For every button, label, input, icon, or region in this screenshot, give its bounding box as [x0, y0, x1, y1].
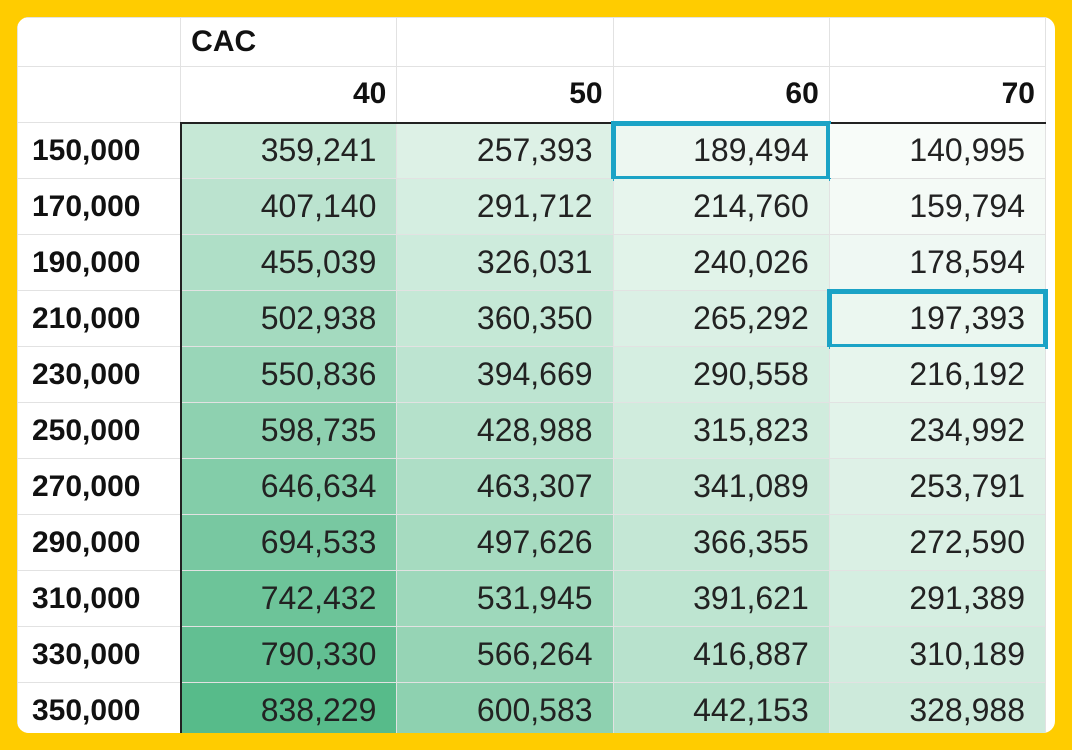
- table-row: 270,000 646,634 463,307 341,089 253,791: [17, 458, 1047, 515]
- value-cell[interactable]: 694,533: [180, 514, 398, 571]
- value-cell[interactable]: 502,938: [180, 290, 398, 347]
- value-cell[interactable]: 234,992: [828, 402, 1047, 459]
- value-cell[interactable]: 159,794: [828, 178, 1047, 235]
- table-row: 290,000 694,533 497,626 366,355 272,590: [17, 514, 1047, 571]
- column-header-60[interactable]: 60: [612, 66, 830, 124]
- row-header[interactable]: 190,000: [17, 234, 182, 291]
- table-row: 230,000 550,836 394,669 290,558 216,192: [17, 346, 1047, 403]
- empty-cell[interactable]: [396, 17, 614, 67]
- column-header-50[interactable]: 50: [396, 66, 614, 124]
- value-cell[interactable]: 240,026: [612, 234, 830, 291]
- value-cell[interactable]: 257,393: [396, 122, 614, 179]
- row-header[interactable]: 230,000: [17, 346, 182, 403]
- table-title[interactable]: CAC: [180, 17, 398, 67]
- value-cell[interactable]: 178,594: [828, 234, 1047, 291]
- corner-cell[interactable]: [17, 17, 182, 67]
- spreadsheet-panel: CAC 40 50 60 70 150,000 359,241 257,393 189…: [17, 17, 1055, 733]
- value-cell[interactable]: 291,389: [828, 570, 1047, 627]
- value-cell[interactable]: 428,988: [396, 402, 614, 459]
- value-cell[interactable]: 416,887: [612, 626, 830, 683]
- table-row: 250,000 598,735 428,988 315,823 234,992: [17, 402, 1047, 459]
- value-cell[interactable]: 310,189: [828, 626, 1047, 683]
- value-cell[interactable]: 214,760: [612, 178, 830, 235]
- table-row: 210,000 502,938 360,350 265,292 197,393: [17, 288, 1048, 349]
- row-header[interactable]: 250,000: [17, 402, 182, 459]
- value-cell[interactable]: 341,089: [612, 458, 830, 515]
- highlighted-value-cell[interactable]: 189,494: [611, 120, 832, 181]
- value-cell[interactable]: 598,735: [180, 402, 398, 459]
- table-row: 170,000 407,140 291,712 214,760 159,794: [17, 178, 1047, 235]
- value-cell[interactable]: 391,621: [612, 570, 830, 627]
- sensitivity-table: CAC 40 50 60 70 150,000 359,241 257,393 189…: [17, 17, 1048, 733]
- corner-cell[interactable]: [17, 66, 182, 123]
- value-cell[interactable]: 360,350: [396, 290, 614, 347]
- value-cell[interactable]: 442,153: [612, 682, 830, 733]
- row-header[interactable]: 310,000: [17, 570, 182, 627]
- row-header[interactable]: 270,000: [17, 458, 182, 515]
- row-header[interactable]: 290,000: [17, 514, 182, 571]
- value-cell[interactable]: 790,330: [180, 626, 398, 683]
- value-cell[interactable]: 497,626: [396, 514, 614, 571]
- value-cell[interactable]: 646,634: [180, 458, 398, 515]
- value-cell[interactable]: 600,583: [396, 682, 614, 733]
- empty-cell[interactable]: [828, 17, 1047, 67]
- table-row: 350,000 838,229 600,583 442,153 328,988: [17, 682, 1047, 733]
- value-cell[interactable]: 359,241: [180, 122, 398, 179]
- value-cell[interactable]: 366,355: [612, 514, 830, 571]
- row-header[interactable]: 170,000: [17, 178, 182, 235]
- empty-cell[interactable]: [612, 17, 830, 67]
- value-cell[interactable]: 272,590: [828, 514, 1047, 571]
- value-cell[interactable]: 463,307: [396, 458, 614, 515]
- column-header-row: 40 50 60 70: [17, 66, 1047, 124]
- title-row: CAC: [17, 17, 1047, 67]
- value-cell[interactable]: 253,791: [828, 458, 1047, 515]
- column-header-70[interactable]: 70: [828, 66, 1047, 124]
- value-cell[interactable]: 455,039: [180, 234, 398, 291]
- row-header[interactable]: 150,000: [17, 122, 182, 179]
- value-cell[interactable]: 566,264: [396, 626, 614, 683]
- value-cell[interactable]: 550,836: [180, 346, 398, 403]
- value-cell[interactable]: 838,229: [180, 682, 398, 733]
- value-cell[interactable]: 140,995: [828, 122, 1047, 179]
- value-cell[interactable]: 531,945: [396, 570, 614, 627]
- row-header[interactable]: 350,000: [17, 682, 182, 733]
- table-row: 310,000 742,432 531,945 391,621 291,389: [17, 570, 1047, 627]
- value-cell[interactable]: 216,192: [828, 346, 1047, 403]
- table-row: 190,000 455,039 326,031 240,026 178,594: [17, 234, 1047, 291]
- row-header[interactable]: 210,000: [17, 290, 182, 347]
- value-cell[interactable]: 326,031: [396, 234, 614, 291]
- value-cell[interactable]: 394,669: [396, 346, 614, 403]
- value-cell[interactable]: 742,432: [180, 570, 398, 627]
- value-cell[interactable]: 265,292: [612, 290, 830, 347]
- highlighted-value-cell[interactable]: 197,393: [827, 288, 1048, 349]
- value-cell[interactable]: 291,712: [396, 178, 614, 235]
- row-header[interactable]: 330,000: [17, 626, 182, 683]
- table-row: 330,000 790,330 566,264 416,887 310,189: [17, 626, 1047, 683]
- value-cell[interactable]: 328,988: [828, 682, 1047, 733]
- value-cell[interactable]: 407,140: [180, 178, 398, 235]
- column-header-40[interactable]: 40: [180, 66, 398, 124]
- table-row: 150,000 359,241 257,393 189,494 140,995: [17, 120, 1047, 181]
- value-cell[interactable]: 315,823: [612, 402, 830, 459]
- value-cell[interactable]: 290,558: [612, 346, 830, 403]
